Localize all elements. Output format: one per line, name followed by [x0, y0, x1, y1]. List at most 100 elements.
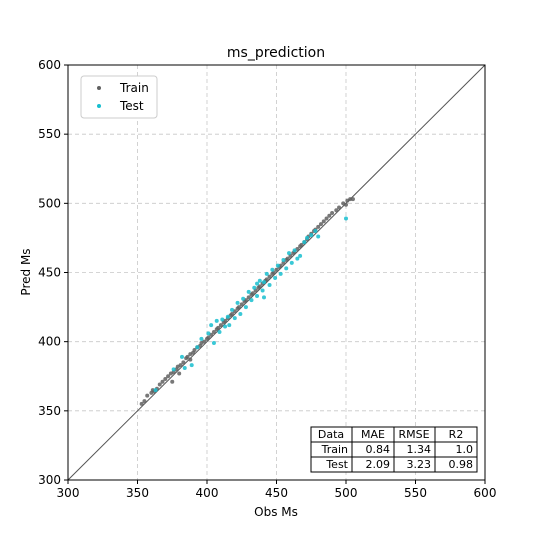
train-point	[239, 302, 244, 307]
test-point	[284, 266, 289, 271]
train-point	[206, 335, 211, 340]
train-point	[218, 323, 223, 328]
legend-train-marker	[97, 86, 101, 90]
test-point	[195, 345, 200, 350]
test-point	[316, 234, 321, 239]
test-point	[313, 229, 318, 233]
table-cell-test-label: Test	[325, 458, 348, 471]
y-tick-label: 450	[38, 266, 61, 280]
test-point	[298, 253, 303, 258]
table-cell-test-r2: 0.98	[449, 458, 474, 471]
test-point	[252, 285, 257, 290]
train-point	[264, 277, 269, 282]
test-point	[214, 318, 219, 323]
legend-test-marker	[97, 104, 101, 108]
test-point	[179, 354, 184, 359]
train-point	[170, 379, 175, 384]
test-point	[238, 312, 243, 316]
train-point	[321, 219, 326, 224]
y-tick-label: 600	[38, 58, 61, 72]
test-point	[243, 305, 248, 310]
train-point	[246, 295, 251, 300]
test-point	[255, 294, 260, 299]
train-point	[267, 274, 272, 279]
test-point	[309, 233, 314, 238]
test-point	[189, 363, 194, 368]
train-point	[181, 360, 186, 365]
train-point	[163, 377, 168, 382]
table-cell-train-rmse: 1.34	[407, 443, 432, 456]
test-point	[230, 307, 235, 312]
train-point	[177, 371, 182, 376]
train-point	[324, 216, 329, 221]
train-point	[348, 197, 353, 202]
test-point	[232, 316, 237, 321]
x-tick-label: 600	[474, 486, 497, 500]
train-point	[145, 393, 150, 398]
legend-test-label: Test	[119, 99, 144, 113]
legend-train-label: Train	[119, 81, 149, 95]
test-point	[257, 278, 262, 283]
train-point	[299, 242, 304, 247]
legend: Train Test	[80, 75, 158, 119]
identity-line	[67, 64, 486, 481]
train-point	[344, 202, 348, 207]
train-point	[160, 379, 165, 384]
test-point	[246, 289, 251, 294]
test-point	[225, 314, 230, 319]
table-header-mae: MAE	[361, 428, 385, 441]
x-tick-label: 550	[404, 486, 427, 500]
train-point	[281, 260, 286, 265]
y-tick-label: 300	[38, 473, 61, 487]
y-tick-label: 350	[38, 404, 61, 418]
test-point	[287, 251, 292, 256]
x-axis-ticks: 300 350 400 450 500 550 600	[57, 480, 497, 500]
test-point	[261, 295, 266, 300]
x-tick-label: 350	[126, 486, 149, 500]
x-tick-label: 300	[57, 486, 80, 500]
train-point	[327, 213, 332, 218]
train-point	[192, 347, 197, 352]
test-point	[241, 296, 246, 301]
train-point	[139, 401, 144, 406]
test-point	[171, 367, 176, 372]
test-point	[267, 282, 272, 287]
train-point	[278, 263, 283, 268]
y-tick-label: 400	[38, 335, 61, 349]
chart-title: ms_prediction	[227, 45, 325, 61]
train-point	[274, 267, 279, 272]
train-point	[337, 205, 342, 210]
test-point	[211, 341, 216, 346]
test-point	[292, 248, 297, 253]
train-point	[330, 211, 335, 216]
metrics-table: Data MAE RMSE R2 Train 0.84 1.34 1.0 Tes…	[310, 426, 478, 473]
series-test	[153, 216, 348, 393]
y-axis-ticks: 300 350 400 450 500 550 600	[38, 58, 68, 487]
test-point	[264, 271, 269, 276]
train-point	[236, 305, 241, 310]
test-point	[217, 329, 222, 334]
test-point	[199, 336, 204, 341]
y-axis-label: Pred Ms	[19, 248, 33, 295]
test-point	[260, 288, 265, 293]
train-point	[257, 284, 262, 289]
table-header-data: Data	[318, 428, 344, 441]
test-point	[305, 235, 310, 240]
test-point	[235, 300, 240, 305]
x-tick-label: 400	[196, 486, 219, 500]
table-header-r2: R2	[449, 428, 464, 441]
test-point	[153, 388, 158, 393]
train-point	[178, 363, 183, 368]
train-point	[171, 370, 176, 375]
train-point	[185, 354, 190, 359]
test-point	[255, 281, 260, 286]
train-point	[250, 291, 255, 296]
train-point	[318, 222, 323, 227]
train-point	[230, 312, 235, 316]
y-tick-label: 500	[38, 196, 61, 210]
test-point	[270, 267, 275, 272]
test-point	[278, 271, 283, 276]
table-cell-train-label: Train	[321, 443, 348, 456]
test-point	[295, 256, 300, 261]
